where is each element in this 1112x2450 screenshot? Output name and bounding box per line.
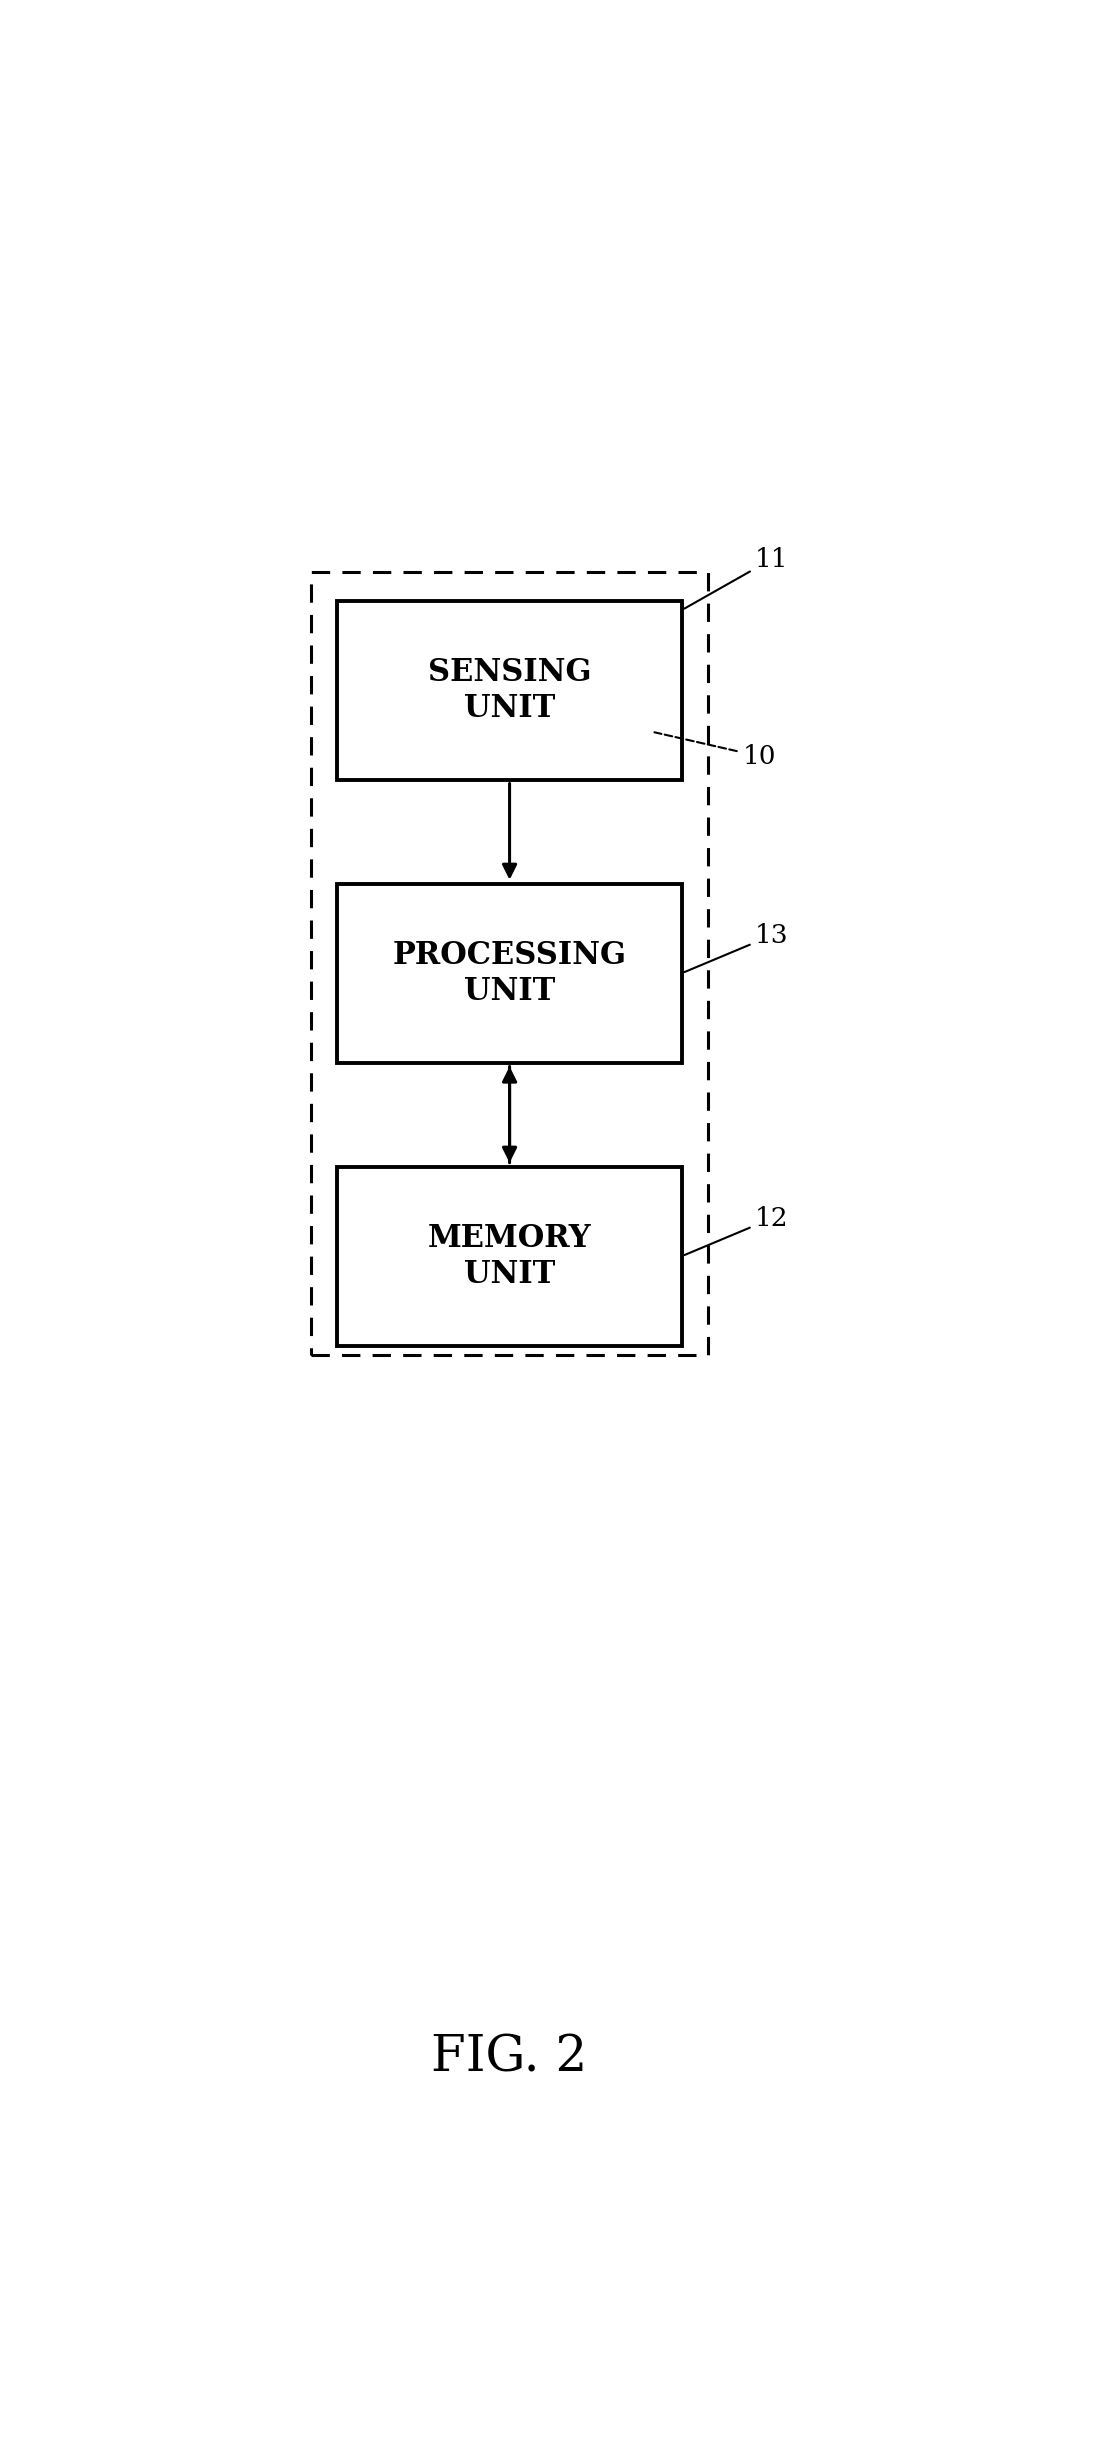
Text: MEMORY
UNIT: MEMORY UNIT xyxy=(428,1223,592,1289)
Text: 13: 13 xyxy=(685,924,788,973)
Text: 12: 12 xyxy=(685,1205,788,1254)
Text: PROCESSING
UNIT: PROCESSING UNIT xyxy=(393,941,626,1007)
Text: 11: 11 xyxy=(684,546,788,608)
Text: 10: 10 xyxy=(655,733,776,769)
Bar xyxy=(337,1166,682,1345)
Bar xyxy=(337,884,682,1063)
Text: SENSING
UNIT: SENSING UNIT xyxy=(428,657,592,723)
Text: FIG. 2: FIG. 2 xyxy=(431,2034,588,2082)
Bar xyxy=(337,600,682,779)
Bar xyxy=(311,573,708,1355)
